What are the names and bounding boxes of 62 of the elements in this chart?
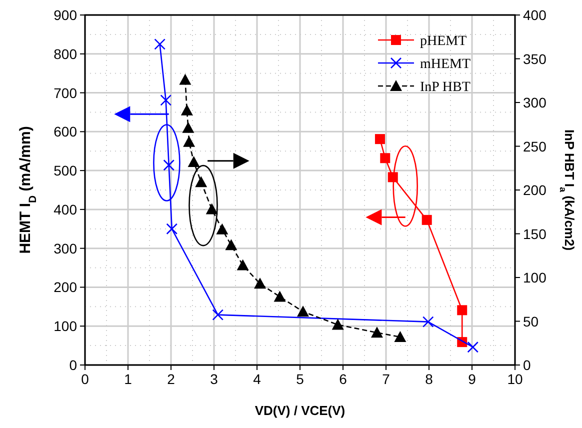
point [166,223,178,235]
y2-tick-label: 300 [523,94,547,110]
y-tick-label: 300 [54,240,78,256]
point [182,122,194,133]
y-tick-label: 0 [69,357,78,373]
x-tick-label: 5 [296,371,304,387]
y2-tick-label: 250 [523,138,547,154]
x-tick-label: 1 [124,371,132,387]
y2-tick-label: 200 [523,182,547,198]
point [195,176,208,188]
point [467,341,479,353]
point [160,94,172,106]
x-tick-label: 8 [425,371,434,387]
y2-tick-label: 400 [523,7,547,23]
point [206,203,218,214]
y-tick-label: 500 [54,162,78,179]
point [370,326,383,338]
x-tick-label: 3 [210,371,218,387]
point [179,74,192,85]
point [163,159,174,171]
point [274,290,286,302]
y2-tick-label: 0 [523,357,531,373]
point [394,331,406,342]
point [180,104,193,116]
point [457,305,468,316]
point [225,239,238,250]
legend-label: InP HBT [420,80,471,95]
x-tick-label: 4 [253,371,262,387]
point [154,38,166,50]
point [236,259,249,270]
y-tick-label: 800 [54,46,78,62]
x-tick-label: 0 [81,371,90,387]
point [380,153,390,164]
x-tick-label: 10 [507,371,523,387]
point [183,136,196,147]
y-tick-label: 900 [54,7,78,23]
y2-tick-label: 100 [523,270,547,286]
y-tick-label: 100 [54,318,78,334]
point [297,306,310,317]
y2-tick-label: 50 [523,313,539,330]
x-axis-title: VD(V) / VCE(V) [254,403,346,418]
y-tick-label: 700 [54,84,78,101]
x-tick-label: 6 [339,371,348,387]
x-tick-label: 2 [167,371,176,387]
y2-tick-label: 350 [523,50,547,67]
legend-label: pHEMT [420,34,468,49]
y-tick-label: 600 [54,124,78,140]
point [212,309,224,320]
point [332,318,344,330]
x-tick-label: 7 [382,371,390,387]
x-tick-label: 9 [468,371,476,387]
point [422,316,434,328]
y-tick-label: 400 [54,201,78,218]
legend-label: mHEMT [420,57,471,72]
y-tick-label: 200 [54,279,78,296]
point [254,278,266,289]
point [388,172,398,182]
point [188,156,200,167]
point [216,223,228,234]
point [374,134,385,144]
point [422,214,432,225]
y2-tick-label: 150 [523,226,547,242]
